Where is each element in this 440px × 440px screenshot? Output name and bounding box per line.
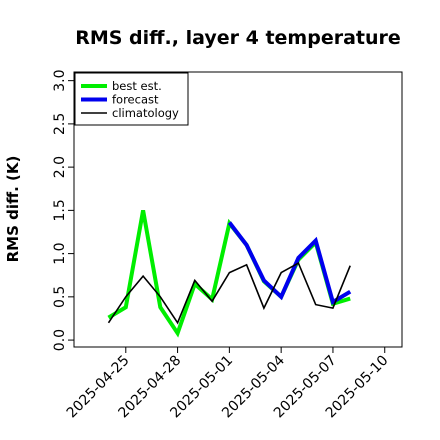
legend-label: best est. xyxy=(112,79,162,93)
series-line-climatology xyxy=(107,261,351,325)
y-axis-label: RMS diff. (K) xyxy=(4,156,22,263)
y-tick-label: 1.0 xyxy=(52,242,68,264)
y-axis: 0.0 0.5 1.0 1.5 2.0 2.5 3.0 xyxy=(52,70,74,351)
y-tick-label: 2.5 xyxy=(52,113,68,135)
y-tick-label: 0.0 xyxy=(52,329,68,351)
y-tick-label: 1.5 xyxy=(52,199,68,221)
y-tick-label: 0.5 xyxy=(52,286,68,308)
y-tick-label: 3.0 xyxy=(52,70,68,92)
legend-label: climatology xyxy=(112,106,179,120)
x-axis: 2025-04-252025-04-282025-05-012025-05-04… xyxy=(64,347,392,421)
legend-label: forecast xyxy=(112,93,159,107)
y-tick-label: 2.0 xyxy=(52,156,68,178)
plot-area xyxy=(73,71,403,348)
chart-title: RMS diff., layer 4 temperature xyxy=(75,27,401,49)
series-line-forecast xyxy=(227,221,352,306)
series-layer xyxy=(107,210,352,338)
